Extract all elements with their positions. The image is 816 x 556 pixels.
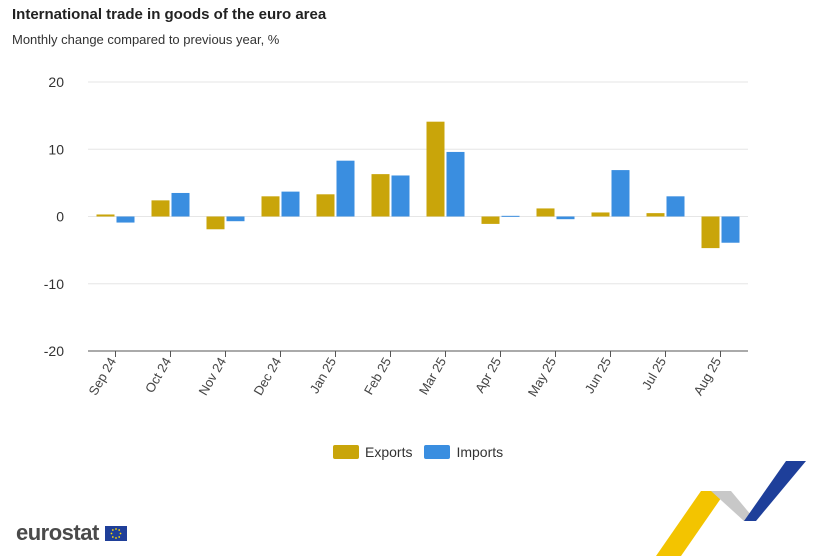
y-tick-label: 10	[48, 141, 64, 157]
legend-item-imports[interactable]: Imports	[424, 444, 503, 460]
chart-legend: Exports Imports	[333, 444, 503, 460]
imports-bar-aug-25	[721, 216, 740, 243]
eu-flag-icon	[104, 525, 127, 541]
blue-stripe-icon	[744, 461, 806, 521]
x-tick-label: Jan 25	[307, 355, 340, 396]
corner-chevron-logo	[656, 461, 806, 556]
x-tick-label: Oct 24	[142, 355, 174, 396]
imports-swatch	[424, 445, 451, 459]
chart-title: International trade in goods of the euro…	[12, 6, 327, 23]
imports-bar-sep-24	[116, 216, 135, 223]
imports-bar-jan-25	[336, 160, 355, 217]
exports-bar-sep-24	[96, 214, 115, 217]
legend-label-exports: Exports	[365, 444, 413, 460]
x-tick-label: Sep 24	[85, 355, 119, 398]
imports-bar-nov-24	[226, 216, 245, 222]
exports-bar-apr-25	[481, 216, 500, 224]
bar-chart: 20 10 0 -10 -20 Sep 24 Oct 24 Nov 24 Dec 24 Jan 2…	[44, 74, 748, 399]
x-tick-label: Feb 25	[361, 355, 394, 398]
imports-bar-apr-25	[501, 215, 520, 217]
x-tick-label: Nov 24	[195, 355, 229, 398]
brand-name: eurostat	[16, 520, 99, 545]
exports-bar-aug-25	[701, 216, 720, 249]
x-tick-label: May 25	[525, 355, 559, 399]
y-tick-label: 20	[48, 74, 64, 90]
eurostat-logo: eurostat	[16, 520, 127, 546]
y-tick-label: 0	[56, 209, 64, 225]
y-tick-label: -10	[44, 276, 64, 292]
legend-item-exports[interactable]: Exports	[333, 444, 412, 460]
imports-bar-may-25	[556, 216, 575, 220]
exports-bar-mar-25	[426, 121, 445, 217]
x-tick-label: Jun 25	[582, 355, 615, 396]
yellow-stripe-icon	[656, 491, 726, 556]
exports-bar-oct-24	[151, 200, 170, 217]
exports-bar-jun-25	[591, 212, 610, 217]
exports-bar-feb-25	[371, 174, 390, 217]
x-tick-label: Mar 25	[416, 355, 449, 398]
exports-bar-jul-25	[646, 213, 665, 217]
imports-bar-dec-24	[281, 191, 300, 217]
imports-bar-jul-25	[666, 196, 685, 217]
exports-bar-nov-24	[206, 216, 225, 230]
exports-bar-may-25	[536, 208, 555, 217]
imports-bar-jun-25	[611, 170, 630, 217]
x-tick-label: Dec 24	[250, 355, 284, 398]
y-tick-label: -20	[44, 343, 64, 359]
exports-bar-dec-24	[261, 196, 280, 217]
exports-bar-jan-25	[316, 194, 335, 217]
x-tick-label: Aug 25	[690, 355, 724, 398]
exports-swatch	[333, 445, 359, 459]
x-tick-label: Jul 25	[639, 355, 669, 393]
imports-bar-oct-24	[171, 192, 190, 217]
legend-label-imports: Imports	[456, 444, 504, 460]
chart-subtitle: Monthly change compared to previous year…	[12, 32, 280, 47]
imports-bar-feb-25	[391, 175, 410, 217]
grey-stripe-icon	[711, 491, 756, 521]
imports-bar-mar-25	[446, 151, 465, 217]
x-tick-label: Apr 25	[472, 355, 504, 396]
